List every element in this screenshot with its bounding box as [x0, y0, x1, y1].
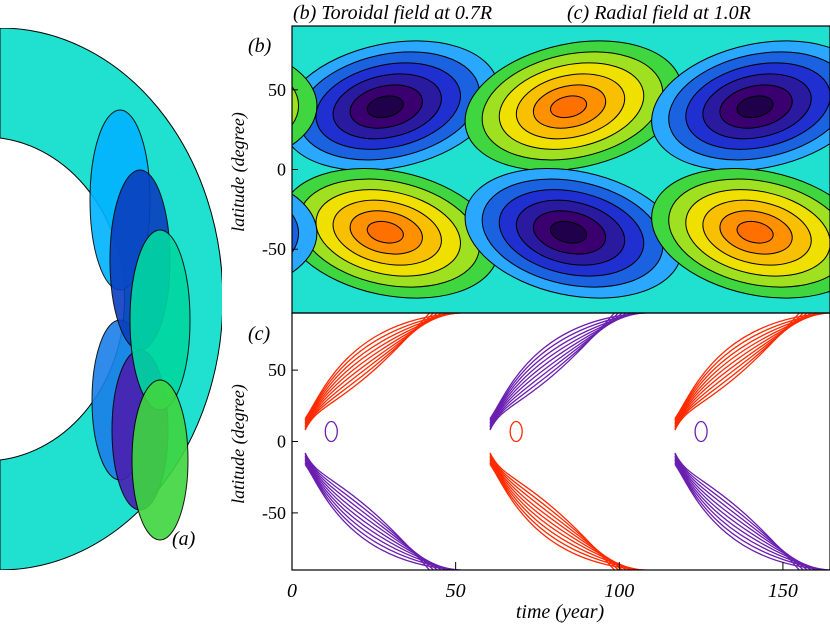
- contour-band: [550, 95, 588, 119]
- radial-contour-north: [489, 313, 631, 425]
- shell-bands: [89, 109, 191, 541]
- radial-contour-north: [674, 313, 824, 422]
- radial-contour-north: [674, 313, 820, 424]
- radial-contour-south: [304, 456, 442, 570]
- xtick-label: 150: [768, 580, 798, 602]
- radial-contour-north: [304, 313, 446, 425]
- radial-contour-south: [489, 463, 646, 570]
- contour-band-edge: [292, 193, 318, 274]
- radial-contour-south: [674, 459, 820, 570]
- radial-contour-north: [489, 313, 623, 428]
- radial-contour-south: [304, 454, 434, 570]
- contour-band: [736, 95, 774, 119]
- xtick-label: 50: [446, 580, 466, 602]
- radial-contour-south: [489, 456, 627, 570]
- radial-contour-south: [304, 455, 438, 570]
- panel-a-label: (a): [172, 528, 196, 550]
- radial-loop: [509, 420, 523, 443]
- radial-contour-south: [674, 462, 827, 570]
- radial-contour-north: [489, 313, 627, 427]
- xticks-c: 0 50 100 150: [287, 562, 798, 602]
- radial-contour-north: [674, 313, 816, 425]
- panel-b-label: (b): [248, 35, 272, 57]
- radial-contour-south: [489, 462, 642, 570]
- radial-contour-south: [674, 456, 812, 570]
- radial-contour-south: [304, 459, 450, 570]
- radial-contour-south: [674, 455, 808, 570]
- ylabel-c: latitude (degree): [228, 384, 249, 504]
- radial-contour-north: [674, 313, 808, 428]
- radial-contour-south: [489, 459, 635, 570]
- radial-contour-south: [489, 461, 639, 570]
- panel-c: (c) 50 0 -50 0 50 100 150: [248, 312, 830, 602]
- radial-loop: [694, 420, 708, 443]
- contour-band: [366, 220, 404, 244]
- radial-contour-north: [489, 313, 619, 429]
- radial-contour-south: [674, 463, 830, 570]
- extremum-2: [651, 40, 830, 172]
- shell-band: [131, 379, 189, 541]
- xtick-label: 100: [604, 580, 634, 602]
- extremum-1: [464, 40, 683, 172]
- radial-contour-south: [489, 454, 619, 570]
- panel-c-label: (c): [248, 323, 271, 345]
- contour-band-edge: [292, 65, 318, 146]
- panel-a: (a): [0, 28, 222, 570]
- ytick-label-c: 0: [277, 432, 286, 452]
- radial-contours: [304, 313, 830, 570]
- xtick-label: 0: [287, 580, 297, 602]
- extremum-4: [464, 167, 683, 299]
- ytick-label-c: 50: [268, 360, 286, 380]
- ylabel-b: latitude (degree): [228, 112, 249, 232]
- radial-contour-north: [304, 313, 458, 421]
- radial-contour-north: [304, 313, 442, 427]
- extremum-0: [292, 40, 500, 172]
- contour-band-edge: [292, 213, 300, 254]
- radial-contour-north: [489, 313, 646, 420]
- extremum-5: [651, 167, 830, 299]
- panel-b: (b) (b) Toroidal field at 0.7R (c) Radia…: [248, 2, 830, 314]
- radial-contour-north: [489, 313, 639, 422]
- contour-band: [550, 220, 588, 244]
- radial-contour-south: [674, 454, 804, 570]
- radial-contour-north: [304, 313, 450, 424]
- contour-band-edge: [292, 85, 300, 126]
- panel-b-title: (b) Toroidal field at 0.7R: [293, 2, 492, 24]
- radial-contour-north: [304, 313, 434, 429]
- extremum-3: [292, 167, 500, 299]
- contour-band: [366, 95, 404, 119]
- yticks-b: 50 0 -50: [262, 80, 298, 259]
- radial-contour-north: [489, 313, 642, 421]
- radial-contour-south: [304, 458, 446, 570]
- radial-contour-south: [489, 458, 631, 570]
- panel-c-title: (c) Radial field at 1.0R: [567, 2, 751, 24]
- contour-band: [736, 220, 774, 244]
- ytick-label-b: 50: [268, 80, 286, 100]
- radial-contour-south: [304, 461, 454, 570]
- radial-contour-north: [674, 313, 830, 420]
- radial-contour-south: [304, 462, 458, 570]
- radial-loop: [324, 420, 338, 443]
- radial-contour-south: [674, 458, 816, 570]
- xlabel: time (year): [516, 601, 605, 623]
- radial-contour-north: [304, 313, 461, 420]
- ytick-label-b: 0: [277, 160, 286, 180]
- radial-contour-south: [304, 463, 461, 570]
- ytick-label-b: -50: [262, 239, 286, 259]
- radial-contour-north: [674, 313, 804, 429]
- ytick-label-c: -50: [262, 503, 286, 523]
- radial-contour-north: [489, 313, 635, 424]
- radial-contour-north: [304, 313, 454, 422]
- radial-contour-north: [674, 313, 812, 427]
- toroidal-heatmap: [292, 40, 830, 299]
- yticks-c: 50 0 -50: [262, 360, 298, 523]
- radial-contour-north: [304, 313, 438, 428]
- radial-contour-south: [489, 455, 623, 570]
- radial-contour-south: [674, 461, 824, 570]
- radial-contour-north: [674, 313, 827, 421]
